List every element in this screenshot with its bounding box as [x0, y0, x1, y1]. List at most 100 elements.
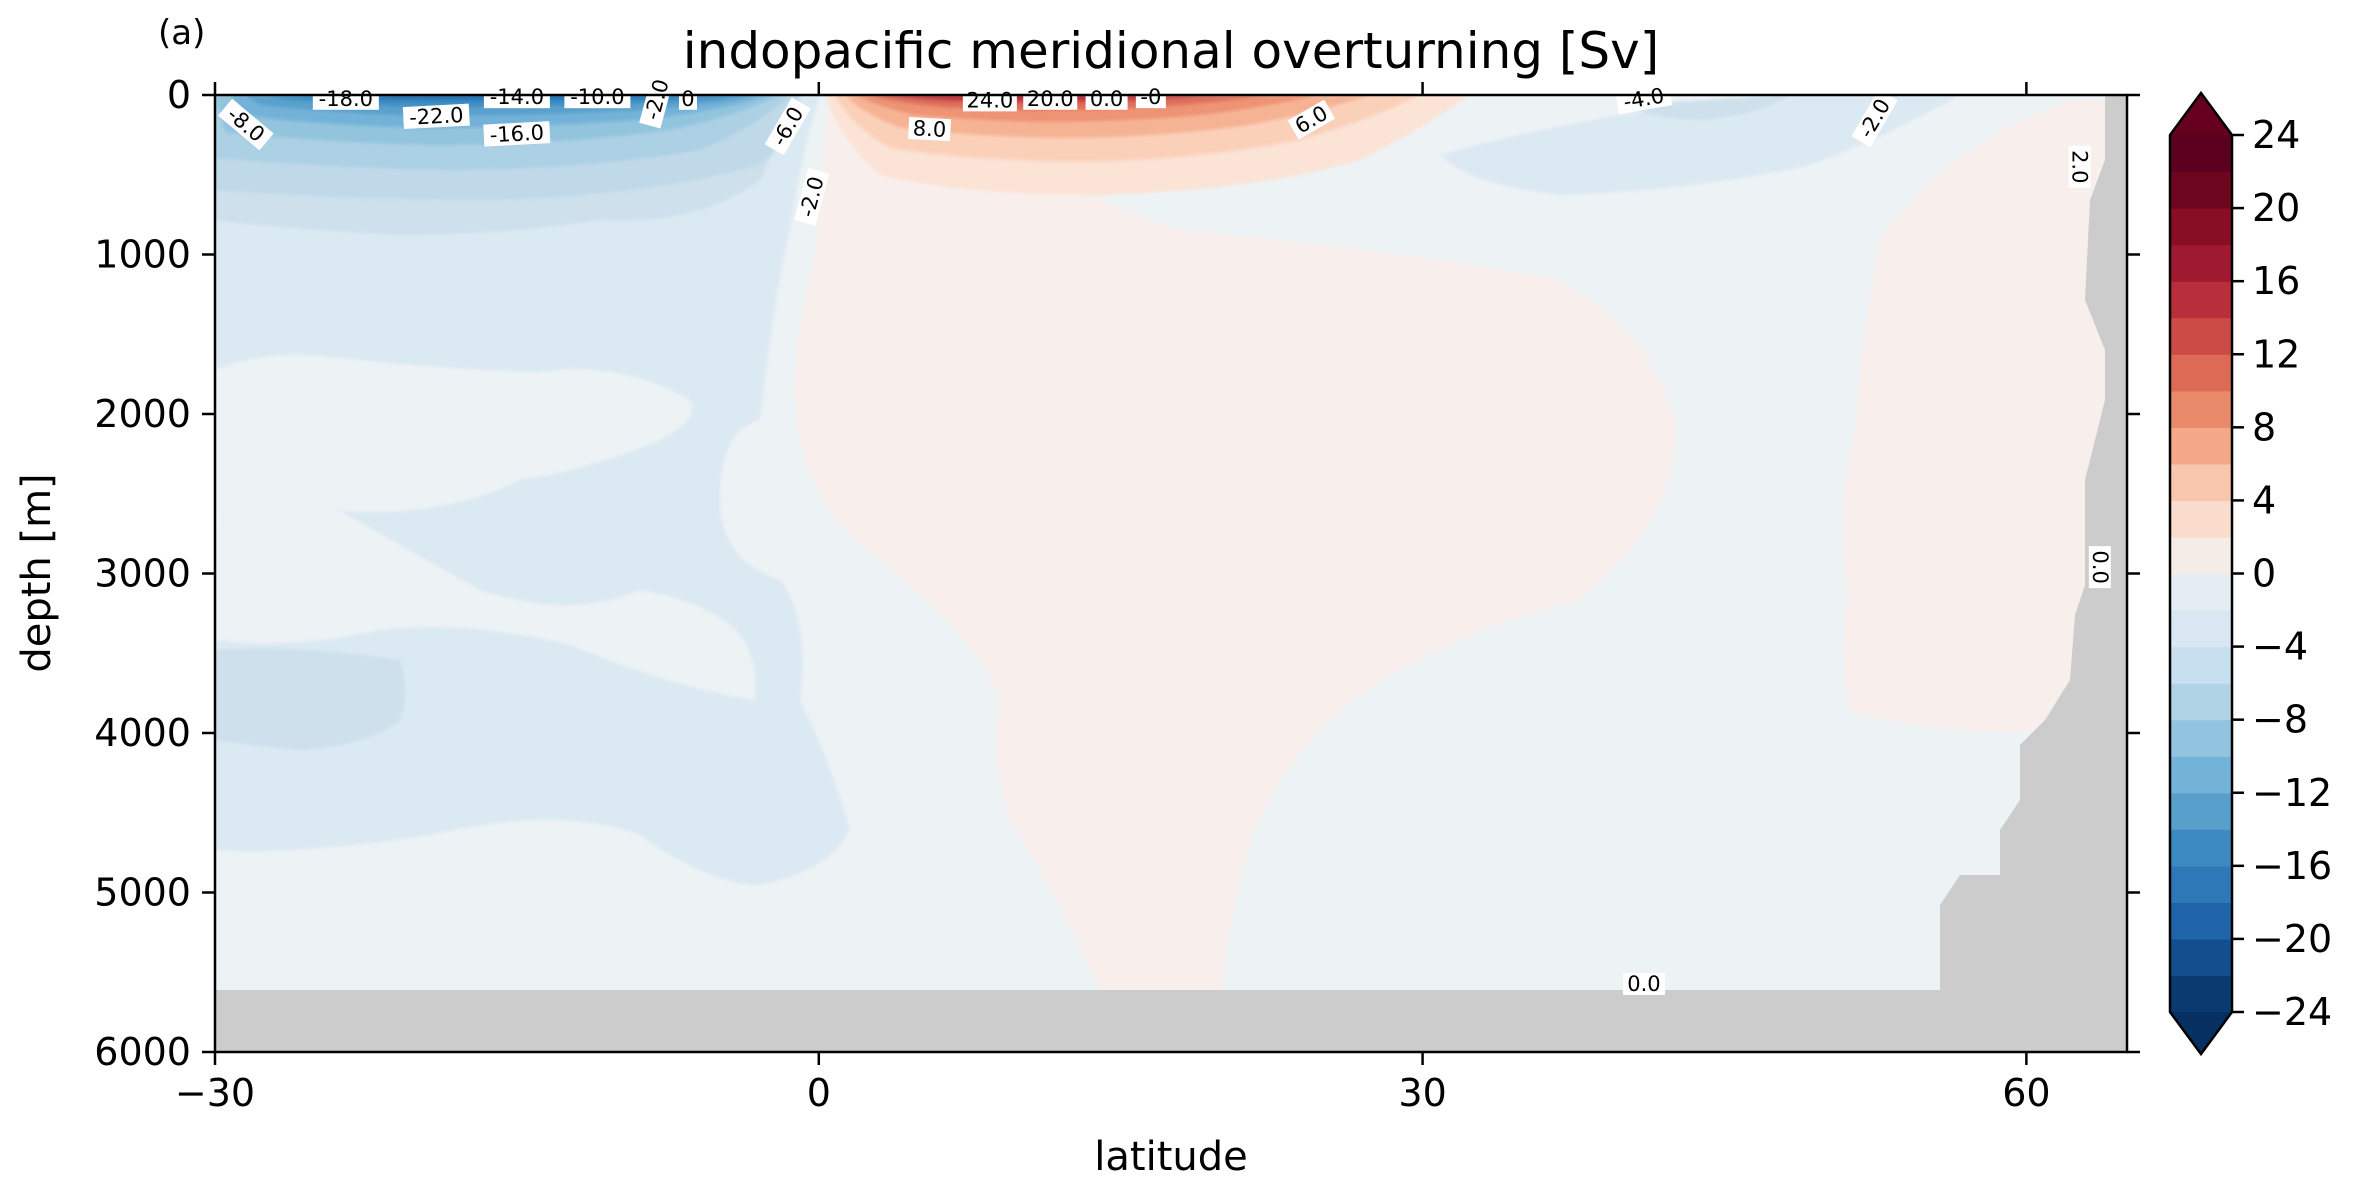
colorbar-band	[2170, 975, 2232, 1013]
contour-label: -18.0	[312, 87, 379, 111]
colorbar-extend-min	[2170, 1012, 2232, 1054]
contour-label: 0	[678, 87, 697, 111]
colorbar-band	[2170, 536, 2232, 575]
colorbar-band	[2170, 573, 2232, 611]
region-minus2-western-gap	[215, 355, 692, 525]
colorbar-band	[2170, 719, 2232, 757]
contour-label: 0.0	[1085, 87, 1128, 111]
colorbar-tick-label: 12	[2252, 332, 2300, 376]
region-minus4-to-minus6-west	[215, 648, 405, 750]
colorbar-band	[2170, 865, 2232, 903]
region-positive-northwest	[795, 95, 1676, 990]
colorbar-band	[2170, 354, 2232, 392]
contour-label: -0	[1135, 85, 1166, 109]
colorbar-band	[2170, 829, 2232, 867]
contour-label: 20.0	[1023, 87, 1078, 111]
colorbar-band	[2170, 902, 2232, 940]
contour-label-bg	[1615, 83, 1673, 115]
x-tick-label: 60	[2002, 1071, 2050, 1115]
colorbar: 24 20 16 12 8 4 0 −4 −8 −12 −16 −20 −24	[2168, 90, 2332, 1057]
y-tick-label: 1000	[94, 233, 191, 277]
x-tick-label: 0	[807, 1071, 831, 1115]
colorbar-band	[2170, 646, 2232, 684]
colorbar-band	[2170, 244, 2232, 282]
contour-label-text: -16.0	[489, 120, 545, 147]
y-axis-label: depth [m]	[14, 473, 60, 672]
contour-label-text: 24.0	[966, 88, 1013, 112]
colorbar-band	[2170, 683, 2232, 721]
x-axis-label: latitude	[1094, 1134, 1247, 1180]
contour-label-bg	[483, 86, 550, 109]
contour-label-text: 0.0	[2088, 550, 2112, 583]
colorbar-tick-label: −20	[2252, 917, 2332, 961]
y-axis: 0 1000 2000 3000 4000 5000 6000	[94, 73, 2140, 1074]
contour-label-text: 0.0	[1090, 87, 1123, 111]
contour-label-text: 8.0	[912, 116, 947, 142]
chart-title: indopacific meridional overturning [Sv]	[683, 22, 1660, 80]
colorbar-tick-label: −8	[2252, 698, 2308, 742]
colorbar-tick-label: 24	[2252, 113, 2300, 157]
contour-label-bg	[794, 167, 830, 226]
region-minus6-northeast	[1620, 95, 1790, 120]
contour-label-bg	[764, 97, 811, 156]
contour-label-text: -14.0	[490, 85, 544, 109]
y-tick-label: 0	[167, 73, 191, 117]
contour-label-text: -0	[1140, 85, 1161, 109]
colorbar-band	[2170, 208, 2232, 246]
contour-label: -22.0	[402, 103, 470, 130]
contour-label-text: 20.0	[1027, 87, 1074, 111]
colorbar-band	[2170, 281, 2232, 319]
colorbar-tick-label: −16	[2252, 844, 2332, 888]
contour-field	[215, 95, 2127, 1052]
region-positive-northeast	[1842, 100, 2105, 733]
contour-label-text: -22.0	[409, 103, 465, 130]
contour-labels: -18.0 -14.0 -10.0 -2.0 0-22.0-16.0-8.0 -6.0-2…	[218, 70, 2112, 996]
colorbar-tick-label: −24	[2252, 990, 2332, 1034]
colorbar-band	[2170, 427, 2232, 465]
y-tick-label: 6000	[94, 1030, 191, 1074]
contour-label: 0.0	[1622, 972, 1665, 996]
colorbar-tick-label: 4	[2252, 478, 2276, 522]
contour-label-bg	[2068, 145, 2091, 188]
contour-label-text: 0	[681, 87, 694, 111]
contour-label: 2.0	[2068, 145, 2092, 188]
contour-label-bg	[312, 87, 379, 110]
colorbar-tick-label: 20	[2252, 186, 2300, 230]
y-tick-label: 4000	[94, 711, 191, 755]
contour-label: 24.0	[962, 88, 1017, 112]
contour-label-text: -10.0	[570, 85, 624, 109]
y-tick-label: 5000	[94, 871, 191, 915]
region-minus4-northeast	[1440, 95, 1960, 195]
colorbar-tick-label: −12	[2252, 771, 2332, 815]
contour-label: 8.0	[907, 116, 952, 142]
colorbar-band	[2170, 500, 2232, 538]
colorbar-tick-label: 8	[2252, 405, 2276, 449]
colorbar-band	[2170, 390, 2232, 428]
y-tick-label: 3000	[94, 552, 191, 596]
colorbar-band	[2170, 463, 2232, 502]
colorbar-band	[2170, 317, 2232, 355]
colorbar-tick-label: 16	[2252, 259, 2300, 303]
colorbar-tick-label: −4	[2252, 625, 2308, 669]
panel-label: (a)	[158, 13, 205, 53]
colorbar-extend-max	[2170, 93, 2232, 135]
contour-label: -14.0	[483, 85, 550, 109]
contour-label-text: 2.0	[2068, 150, 2092, 183]
region-minus2-western-gap-lower	[215, 505, 756, 700]
x-tick-label: 30	[1398, 1071, 1446, 1115]
contour-label-bg	[483, 121, 551, 147]
contour-label-bg	[907, 117, 952, 142]
contour-label-text: -18.0	[319, 87, 373, 111]
colorbar-band	[2170, 938, 2232, 977]
contour-label-bg	[1135, 86, 1166, 109]
contour-label-bg	[402, 103, 470, 130]
contour-label-bg	[2088, 546, 2111, 589]
colorbar-band	[2170, 171, 2232, 209]
colorbar-band	[2170, 792, 2232, 830]
contour-label-bg	[218, 98, 274, 151]
colorbar-band	[2170, 610, 2232, 648]
contour-label-bg	[1023, 87, 1078, 110]
contour-label: 0.0	[2088, 546, 2112, 589]
contour-label-bg	[1622, 973, 1665, 996]
